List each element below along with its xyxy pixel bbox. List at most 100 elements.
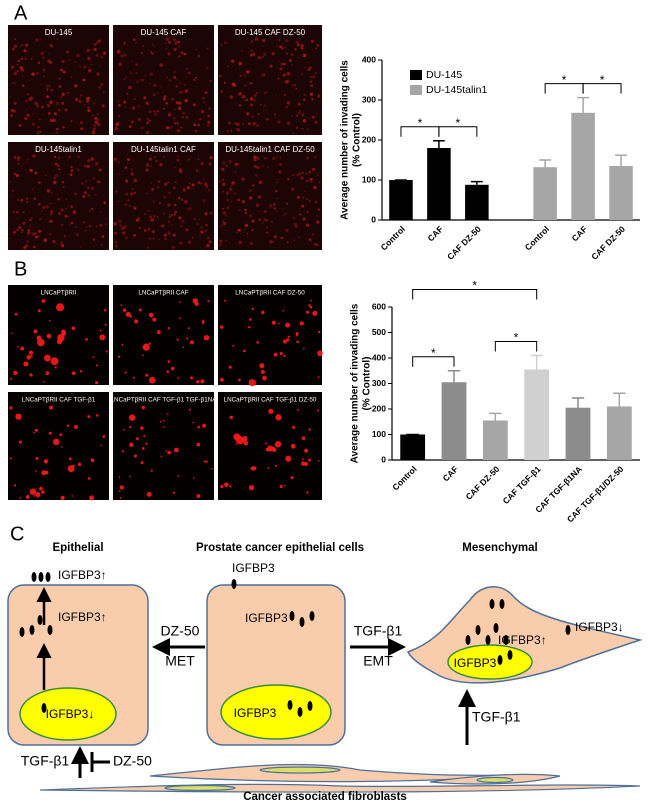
cell-spot: [124, 371, 127, 374]
cell-spot: [253, 158, 257, 162]
cell-spot: [74, 424, 78, 429]
cell-spot: [97, 112, 100, 115]
cell-spot: [280, 64, 282, 66]
cell-spot: [149, 119, 152, 122]
bar: [427, 148, 451, 220]
panel-label: A: [14, 2, 28, 24]
cell-spot: [37, 309, 41, 313]
cell-spot: [99, 329, 102, 332]
cell-spot: [87, 194, 91, 197]
cell-spot: [313, 185, 317, 190]
cell-spot: [98, 39, 101, 43]
cell-spot: [32, 154, 36, 158]
cell-spot: [124, 225, 127, 228]
cell-spot: [261, 55, 265, 59]
cell-spot: [85, 99, 90, 103]
cell-spot: [252, 184, 255, 187]
cell-spot: [27, 228, 31, 232]
cell-spot: [315, 243, 319, 247]
cell-spot: [286, 72, 291, 76]
x-tick-label: CAF: [425, 224, 444, 243]
cell-spot: [293, 217, 296, 220]
error-bar: [613, 392, 626, 407]
cell-spot: [60, 243, 65, 248]
cell-spot: [139, 219, 141, 222]
cell-spot: [61, 329, 66, 335]
label: TGF-β1: [354, 623, 403, 639]
x-tick-label: CAF: [441, 464, 460, 483]
cell-spot: [283, 62, 286, 66]
cell-spot: [64, 214, 68, 218]
cell-spot: [186, 98, 189, 102]
cell-spot: [315, 47, 318, 50]
cell-spot: [308, 66, 312, 70]
cell-spot: [74, 61, 77, 63]
cell-spot: [174, 108, 176, 111]
cell-spot: [250, 49, 254, 52]
cell-spot: [133, 233, 137, 237]
cell-spot: [194, 301, 199, 306]
cell-spot: [174, 167, 176, 169]
cell-spot: [317, 376, 320, 379]
cell-spot: [187, 158, 190, 161]
cell-spot: [306, 491, 309, 494]
cell-spot: [41, 209, 43, 211]
cell-spot: [83, 229, 86, 232]
cell-spot: [234, 162, 239, 166]
cell-spot: [281, 237, 284, 239]
cell-spot: [149, 82, 151, 85]
cell-spot: [242, 123, 245, 125]
cell-spot: [154, 45, 156, 48]
cell-spot: [141, 446, 145, 450]
cell-spot: [105, 218, 108, 221]
cell-spot: [137, 105, 140, 108]
cell-spot: [290, 476, 294, 480]
cell-spot: [283, 354, 286, 358]
cell-spot: [197, 54, 201, 58]
cell-spot: [122, 308, 127, 312]
cell-spot: [118, 490, 121, 492]
cell-spot: [79, 370, 83, 373]
cell-spot: [9, 377, 12, 380]
cell-spot: [39, 38, 42, 41]
cell-spot: [306, 179, 309, 183]
cell-spot: [50, 44, 54, 48]
cell-spot: [102, 435, 106, 438]
cell-spot: [25, 43, 29, 47]
cell-spot: [80, 246, 82, 248]
cell-spot: [12, 82, 14, 85]
cell-spot: [202, 178, 205, 180]
cell-spot: [314, 201, 317, 204]
micrograph: [218, 25, 322, 135]
cell-spot: [206, 243, 210, 248]
cell-spot: [302, 119, 307, 123]
cell-spot: [94, 120, 99, 124]
cell-spot: [236, 127, 238, 130]
error-bar: [530, 354, 543, 370]
cell-spot: [228, 121, 231, 125]
cell-spot: [171, 245, 175, 250]
cell-spot: [48, 405, 54, 410]
cell-spot: [147, 227, 151, 231]
cell-spot: [203, 460, 206, 463]
cell-spot: [140, 461, 144, 465]
cell-spot: [133, 454, 137, 458]
cell-spot: [165, 102, 169, 105]
cell-spot: [204, 229, 207, 232]
bar: [571, 112, 595, 220]
cell-spot: [243, 74, 246, 77]
cell-spot: [188, 207, 192, 211]
cell-spot: [57, 156, 60, 159]
cell-spot: [34, 428, 38, 432]
cell-spot: [92, 127, 97, 131]
cell-spot: [99, 334, 106, 341]
cell-spot: [303, 191, 306, 193]
cell-spot: [46, 59, 51, 63]
cell-spot: [309, 80, 313, 83]
cell-spot: [238, 240, 242, 245]
cell-spot: [55, 243, 57, 245]
cell-spot: [204, 212, 208, 216]
label: DZ-50: [161, 623, 200, 639]
cell-spot: [24, 116, 28, 121]
cell-spot: [167, 52, 171, 56]
